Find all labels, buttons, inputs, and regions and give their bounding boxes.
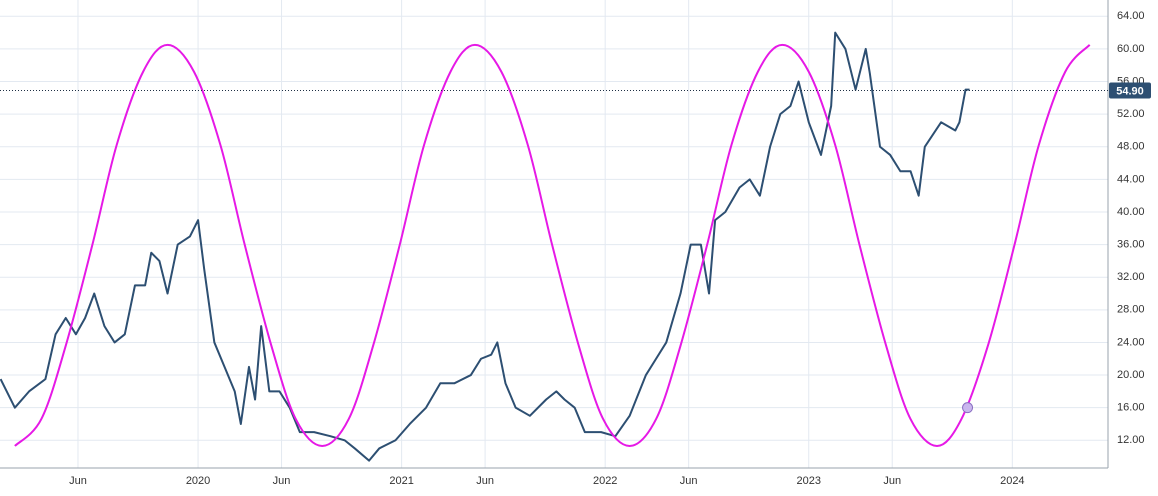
y-tick-label: 32.00 bbox=[1117, 271, 1145, 283]
y-tick-label: 44.00 bbox=[1117, 173, 1145, 185]
y-tick-label: 16.00 bbox=[1117, 402, 1145, 414]
cycle-line bbox=[14, 43, 1091, 447]
x-tick-label: Jun bbox=[273, 475, 291, 487]
y-tick-label: 36.00 bbox=[1117, 239, 1145, 251]
cycle-marker bbox=[962, 402, 974, 414]
y-tick-label: 28.00 bbox=[1117, 304, 1145, 316]
price-line bbox=[0, 31, 970, 462]
x-tick-label: 2020 bbox=[186, 475, 210, 487]
last-price-label: 54.90 bbox=[1116, 85, 1144, 97]
x-tick-label: 2024 bbox=[1000, 475, 1024, 487]
y-tick-label: 24.00 bbox=[1117, 336, 1145, 348]
y-tick-label: 48.00 bbox=[1117, 141, 1145, 153]
last-price-box bbox=[1109, 82, 1151, 99]
x-tick-label: 2023 bbox=[797, 475, 821, 487]
x-tick-label: Jun bbox=[476, 475, 494, 487]
y-tick-label: 12.00 bbox=[1117, 434, 1145, 446]
x-tick-label: Jun bbox=[69, 475, 87, 487]
x-tick-label: 2022 bbox=[593, 475, 617, 487]
x-tick-label: 2021 bbox=[389, 475, 413, 487]
y-tick-label: 64.00 bbox=[1117, 10, 1145, 22]
y-tick-label: 40.00 bbox=[1117, 206, 1145, 218]
x-tick-label: Jun bbox=[883, 475, 901, 487]
y-tick-label: 52.00 bbox=[1117, 108, 1145, 120]
y-tick-label: 60.00 bbox=[1117, 43, 1145, 55]
y-tick-label: 20.00 bbox=[1117, 369, 1145, 381]
x-tick-label: Jun bbox=[680, 475, 698, 487]
